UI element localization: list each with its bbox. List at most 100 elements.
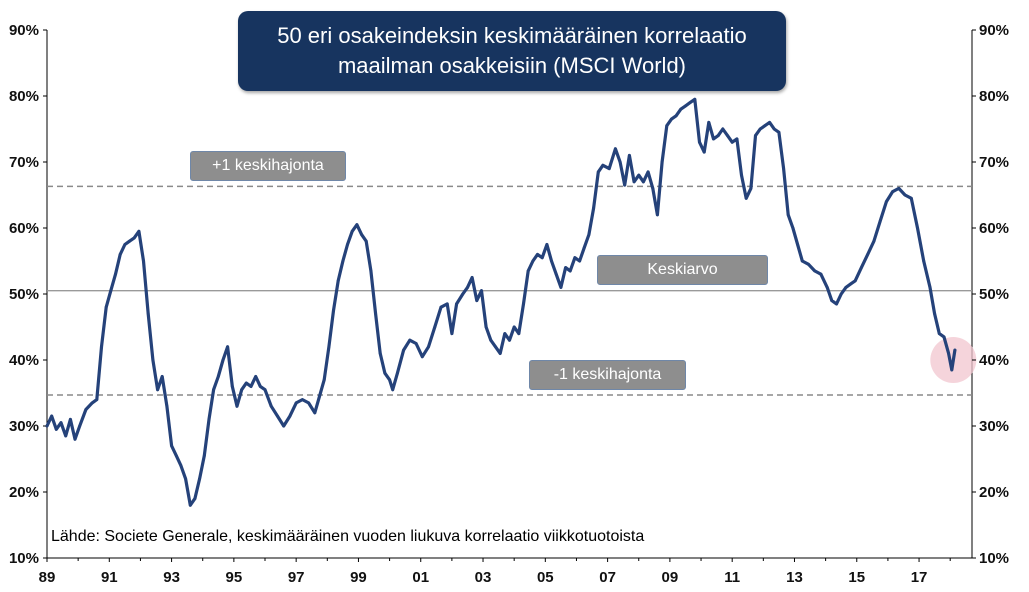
data-point <box>608 167 611 170</box>
reference-lines <box>47 186 972 395</box>
data-point <box>226 345 229 348</box>
data-point <box>100 345 103 348</box>
data-point <box>379 352 382 355</box>
data-point <box>778 131 781 134</box>
data-point <box>826 286 829 289</box>
source-note: Lähde: Societe Generale, keskimääräinen … <box>49 527 646 547</box>
data-point <box>194 497 197 500</box>
y-tick-label-right: 60% <box>979 220 1009 237</box>
data-point <box>503 332 506 335</box>
data-point <box>50 415 53 418</box>
data-point <box>938 332 941 335</box>
data-point <box>388 378 391 381</box>
data-point <box>665 124 668 127</box>
data-point <box>564 266 567 269</box>
data-point <box>750 187 753 190</box>
data-point <box>198 477 201 480</box>
data-point <box>845 286 848 289</box>
data-point <box>754 134 757 137</box>
x-tick-label: 15 <box>848 569 865 586</box>
y-axis-left-ticks: 90% 80% 70% 60% 50% 40% 30% 20% 10% <box>9 22 47 567</box>
data-point <box>499 352 502 355</box>
data-point <box>712 138 715 141</box>
data-point <box>830 299 833 302</box>
data-point <box>307 402 310 405</box>
y-tick-label-left: 90% <box>9 22 39 39</box>
data-point <box>415 342 418 345</box>
data-point <box>792 227 795 230</box>
data-point <box>813 270 816 273</box>
data-point <box>175 454 178 457</box>
x-tick-label: 01 <box>412 569 429 586</box>
data-point <box>602 164 605 167</box>
data-point <box>689 101 692 104</box>
data-point <box>532 260 535 263</box>
data-point <box>295 402 298 405</box>
data-point <box>840 293 843 296</box>
data-point <box>555 273 558 276</box>
data-point <box>717 134 720 137</box>
data-point <box>546 243 549 246</box>
data-point <box>885 200 888 203</box>
data-point <box>656 213 659 216</box>
data-point <box>351 230 354 233</box>
data-point <box>318 395 321 398</box>
data-point <box>203 454 206 457</box>
data-point <box>929 286 932 289</box>
data-point <box>156 388 159 391</box>
x-tick-label: 89 <box>39 569 56 586</box>
data-point <box>637 174 640 177</box>
lower-stddev-label: -1 keskihajonta <box>529 360 686 390</box>
y-tick-label-right: 10% <box>979 550 1009 567</box>
data-point <box>517 332 520 335</box>
data-point <box>933 312 936 315</box>
data-point <box>619 161 622 164</box>
upper-stddev-label: +1 keskihajonta <box>190 151 346 181</box>
data-point <box>745 197 748 200</box>
chart-title-line-2: maailman osakkeisiin (MSCI World) <box>277 51 747 81</box>
data-point <box>356 223 359 226</box>
data-point <box>569 270 572 273</box>
y-tick-label-left: 80% <box>9 88 39 105</box>
data-point <box>588 233 591 236</box>
data-point <box>74 438 77 441</box>
data-point <box>208 418 211 421</box>
data-point <box>508 339 511 342</box>
data-point <box>866 253 869 256</box>
data-point <box>897 187 900 190</box>
data-point <box>55 428 58 431</box>
y-tick-label-right: 30% <box>979 418 1009 435</box>
data-point <box>592 207 595 210</box>
y-tick-label-right: 20% <box>979 484 1009 501</box>
data-point <box>254 375 257 378</box>
data-point <box>471 276 474 279</box>
data-point <box>142 260 145 263</box>
data-point <box>189 504 192 507</box>
data-point <box>391 388 394 391</box>
series-points <box>46 98 957 507</box>
data-point <box>475 299 478 302</box>
data-point <box>954 349 957 352</box>
x-tick-label: 09 <box>662 569 679 586</box>
data-point <box>270 405 273 408</box>
data-point <box>684 105 687 108</box>
data-point <box>46 425 49 428</box>
data-point <box>301 398 304 401</box>
data-point <box>323 378 326 381</box>
data-point <box>910 197 913 200</box>
data-point <box>854 279 857 282</box>
data-point <box>922 260 925 263</box>
data-point <box>759 128 762 131</box>
data-point <box>446 303 449 306</box>
data-point <box>651 187 654 190</box>
data-point <box>170 444 173 447</box>
data-point <box>374 312 377 315</box>
data-point <box>647 171 650 174</box>
x-tick-label: 17 <box>911 569 928 586</box>
data-point <box>166 405 169 408</box>
y-tick-label-left: 70% <box>9 154 39 171</box>
data-point <box>574 256 577 259</box>
data-point <box>642 180 645 183</box>
data-point <box>231 385 234 388</box>
data-point <box>661 161 664 164</box>
